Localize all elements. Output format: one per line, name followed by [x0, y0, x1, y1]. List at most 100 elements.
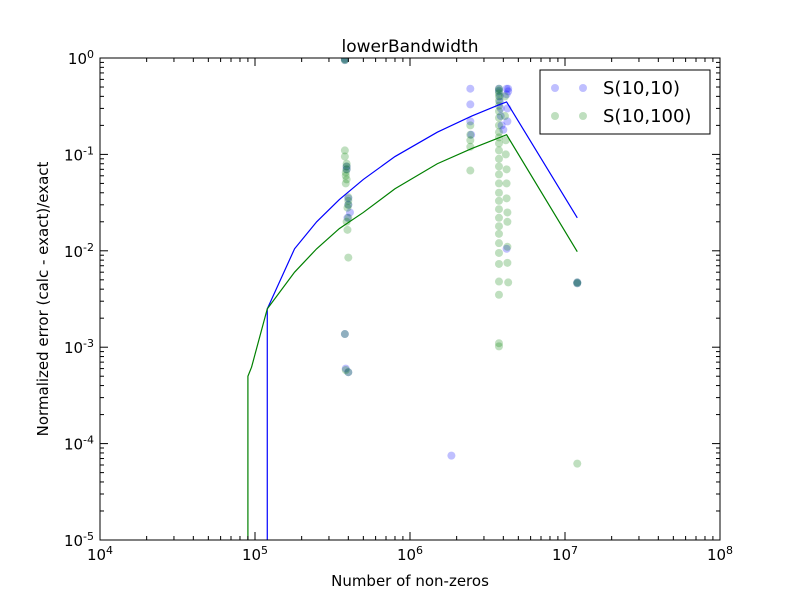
- scatter-point: [341, 168, 350, 177]
- scatter-point: [494, 342, 503, 351]
- scatter-point: [340, 330, 349, 339]
- scatter-point: [494, 248, 503, 257]
- scatter-point: [494, 113, 503, 122]
- scatter-point: [503, 217, 512, 226]
- scatter-point: [573, 459, 582, 468]
- scatter-point: [342, 165, 351, 174]
- scatter-point: [447, 451, 456, 460]
- scatter-point: [494, 89, 503, 98]
- scatter-point: [501, 136, 510, 145]
- scatter-point: [342, 175, 351, 184]
- scatter-point: [494, 84, 503, 93]
- scatter-point: [342, 162, 351, 171]
- scatter-point: [499, 125, 508, 134]
- scatter-point: [341, 366, 350, 375]
- y-tick-label: 10-4: [64, 434, 94, 454]
- scatter-point: [494, 196, 503, 205]
- scatter-point: [503, 208, 512, 217]
- scatter-point: [466, 84, 475, 93]
- scatter-point: [494, 139, 503, 148]
- scatter-point: [502, 244, 511, 253]
- x-axis-label: Number of non-zeros: [331, 572, 489, 590]
- scatter-point: [344, 213, 353, 222]
- scatter-point: [494, 290, 503, 299]
- scatter-point: [500, 92, 509, 101]
- series-lines: [247, 101, 578, 540]
- scatter-point: [494, 162, 503, 171]
- legend-marker: [579, 112, 587, 120]
- scatter-point: [504, 84, 513, 93]
- y-tick-label: 10-2: [64, 241, 94, 261]
- scatter-point: [494, 213, 503, 222]
- scatter-point: [466, 121, 475, 130]
- scatter-point: [342, 217, 351, 226]
- scatter-point: [494, 239, 503, 248]
- scatter-point: [340, 146, 349, 155]
- scatter-point: [344, 368, 353, 377]
- scatter-point: [341, 179, 350, 188]
- scatter-point: [494, 96, 503, 105]
- scatter-point: [494, 84, 503, 93]
- scatter-point: [343, 225, 352, 234]
- scatter-point: [466, 117, 475, 126]
- scatter-point: [573, 279, 582, 288]
- scatter-point: [340, 152, 349, 161]
- scatter-point: [341, 171, 350, 180]
- scatter-point: [466, 130, 475, 139]
- scatter-point: [503, 258, 512, 267]
- scatter-point: [466, 100, 475, 109]
- legend-box: [539, 69, 711, 135]
- scatter-point: [494, 188, 503, 197]
- plot-area: [247, 58, 582, 540]
- legend-label: S(10,10): [603, 78, 680, 99]
- scatter-point: [494, 222, 503, 231]
- x-tick-label: 104: [87, 544, 113, 564]
- scatter-points: [340, 58, 582, 468]
- scatter-point: [502, 84, 511, 93]
- scatter-point: [340, 58, 349, 65]
- scatter-point: [494, 205, 503, 214]
- scatter-point: [341, 364, 350, 373]
- scatter-point: [466, 166, 475, 175]
- scatter-point: [342, 165, 351, 174]
- scatter-point: [467, 130, 476, 139]
- scatter-point: [500, 112, 509, 121]
- scatter-point: [344, 253, 353, 262]
- scatter-point: [494, 128, 503, 137]
- scatter-point: [344, 194, 353, 203]
- scatter-point: [494, 170, 503, 179]
- series-line: [266, 101, 578, 540]
- scatter-point: [343, 203, 352, 212]
- scatter-point: [494, 92, 503, 101]
- legend-marker: [551, 84, 559, 92]
- scatter-point: [494, 146, 503, 155]
- scatter-point: [345, 208, 354, 217]
- scatter-point: [494, 121, 503, 130]
- x-tick-label: 105: [242, 544, 268, 564]
- scatter-point: [573, 278, 582, 287]
- scatter-point: [496, 112, 505, 121]
- scatter-point: [494, 277, 503, 286]
- scatter-point: [494, 154, 503, 163]
- scatter-point: [502, 179, 511, 188]
- legend-label: S(10,100): [603, 106, 691, 127]
- x-tick-label: 108: [707, 544, 733, 564]
- axis-ticks: 104 105 106 107 108 10-5 10-4 10-3 10-2 10-1 100: [64, 48, 733, 564]
- y-axis-label: Normalized error (calc - exact)/exact: [34, 161, 52, 436]
- scatter-point: [340, 58, 349, 63]
- scatter-point: [344, 200, 353, 209]
- scatter-point: [503, 242, 512, 251]
- chart-title: lowerBandwidth: [342, 37, 479, 57]
- scatter-point: [503, 117, 512, 126]
- scatter-point: [466, 136, 475, 145]
- scatter-point: [502, 90, 511, 99]
- series-line: [247, 133, 578, 540]
- scatter-point: [504, 87, 513, 96]
- y-tick-label: 10-3: [64, 337, 94, 357]
- scatter-point: [502, 165, 511, 174]
- scatter-point: [573, 278, 582, 287]
- scatter-point: [494, 87, 503, 96]
- legend: S(10,10) S(10,100): [539, 69, 711, 135]
- scatter-point: [494, 259, 503, 268]
